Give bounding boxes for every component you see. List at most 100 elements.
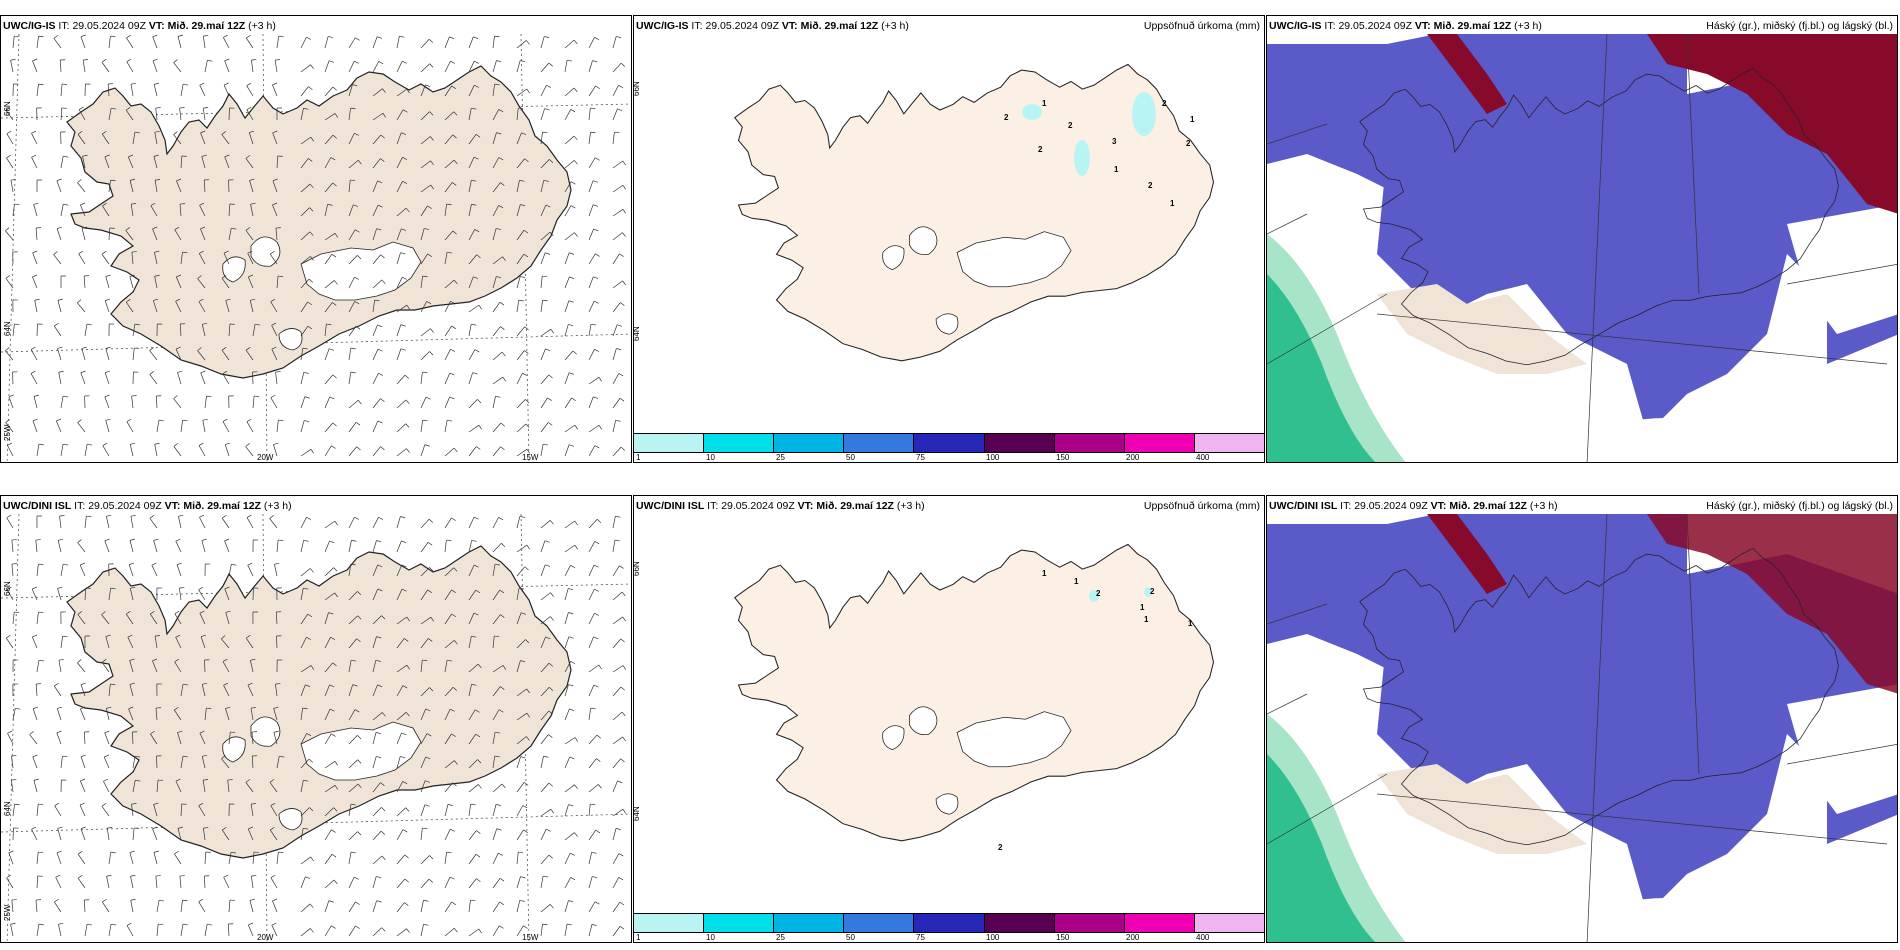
wind-barb-flag (129, 562, 134, 565)
wind-barb (56, 732, 62, 745)
wind-barb (31, 829, 38, 841)
lon-label-25w: 25W (3, 424, 12, 441)
wind-barb-flag (453, 111, 458, 116)
wind-barb (372, 636, 377, 649)
wind-barb (324, 807, 334, 817)
wind-barb (612, 808, 624, 817)
wind-barb (273, 732, 278, 745)
wind-barb-flag (548, 782, 553, 787)
wind-barb-flag (402, 829, 408, 833)
wind-barb-flag (307, 613, 313, 618)
wind-barb (57, 588, 62, 601)
wind-barb-flag (449, 36, 455, 39)
wind-barb (80, 708, 86, 721)
wind-barb-flag (248, 274, 254, 278)
wind-barb-flag (175, 298, 181, 302)
wind-barb-flag (402, 60, 407, 64)
wind-barb (372, 300, 376, 313)
wind-barb-flag (522, 805, 528, 809)
wind-barb (348, 925, 356, 937)
wind-barb-flag (376, 876, 382, 879)
wind-barb-flag (548, 662, 554, 667)
wind-barb-flag (269, 515, 274, 519)
wind-barb (420, 518, 430, 529)
wind-barb-flag (249, 178, 255, 181)
wind-barb (223, 37, 230, 49)
wind-barb (60, 444, 64, 457)
wind-barb (300, 637, 307, 649)
wind-barb-flag (58, 538, 64, 541)
wind-barb-flag (590, 323, 596, 326)
wind-barb (300, 278, 310, 289)
wind-barb (468, 134, 477, 145)
wind-barb (492, 925, 500, 937)
low-cloud-area (1267, 274, 1376, 462)
wind-barb-flag (86, 323, 92, 326)
wind-barb (246, 109, 254, 121)
wind-barb (348, 831, 358, 841)
wind-barb (588, 613, 595, 625)
wind-barb (246, 421, 254, 433)
wind-barb-flag (470, 899, 476, 902)
wind-barb (58, 924, 62, 937)
wind-barb-flag (179, 107, 185, 109)
wind-barb (275, 684, 278, 697)
wind-barb (372, 830, 382, 841)
wind-barb-flag (523, 925, 528, 929)
wind-barb (540, 422, 549, 433)
wind-barb (420, 111, 430, 121)
wind-barb (180, 900, 183, 913)
wind-barb (444, 396, 450, 409)
wind-barb (324, 113, 336, 121)
wind-barb (324, 396, 331, 409)
wind-barb (102, 445, 110, 457)
wind-barb-flag (568, 612, 574, 615)
wind-barb (300, 158, 309, 169)
wind-barb-flag (38, 659, 44, 662)
wind-barb-flag (130, 442, 136, 445)
wind-barb (516, 736, 527, 745)
wind-barb-flag (472, 372, 478, 375)
wind-map-panel-row1: UWC/IG-IS IT: 29.05.2024 09Z VT: Mið. 29… (0, 15, 632, 463)
wind-barb (6, 589, 14, 601)
wind-barb (348, 638, 357, 649)
wind-barb-flag (525, 639, 530, 644)
wind-barb-flag (350, 803, 356, 806)
wind-barb (129, 444, 134, 457)
wind-barb-flag (56, 418, 62, 422)
wind-barb (444, 204, 447, 217)
wind-barb-flag (221, 635, 226, 640)
wind-barb-flag (80, 202, 86, 206)
glacier (909, 226, 938, 256)
wind-barb (444, 159, 455, 169)
wind-barb-flag (15, 707, 21, 710)
colorbar-tick-label: 100 (986, 933, 1000, 942)
wind-barb-flag (354, 60, 359, 64)
wind-barb (540, 62, 550, 73)
wind-barb-flag (305, 876, 311, 879)
wind-barb-flag (496, 132, 502, 135)
wind-barb (324, 157, 332, 169)
wind-barb (11, 780, 14, 793)
wind-barb (612, 711, 623, 721)
wind-barb (127, 637, 134, 649)
wind-barb-flag (329, 684, 335, 688)
wind-barb (516, 639, 526, 649)
wind-barb (564, 424, 576, 433)
wind-barb-flag (548, 734, 553, 738)
wind-barb-flag (183, 83, 189, 86)
wind-barb (324, 36, 329, 49)
wind-barb-flag (200, 634, 206, 637)
colorbar-tick-label: 50 (846, 453, 855, 462)
wind-barb (36, 84, 39, 97)
wind-barb (180, 803, 183, 817)
wind-barb (324, 761, 336, 769)
wind-barb (588, 708, 592, 721)
wind-barb-flag (14, 323, 20, 326)
wind-barb (174, 613, 182, 625)
wind-barb-flag (308, 758, 313, 763)
wind-barb (53, 685, 62, 697)
wind-barb-flag (331, 445, 336, 449)
wind-barb-flag (594, 541, 600, 545)
wind-barb (492, 422, 502, 433)
